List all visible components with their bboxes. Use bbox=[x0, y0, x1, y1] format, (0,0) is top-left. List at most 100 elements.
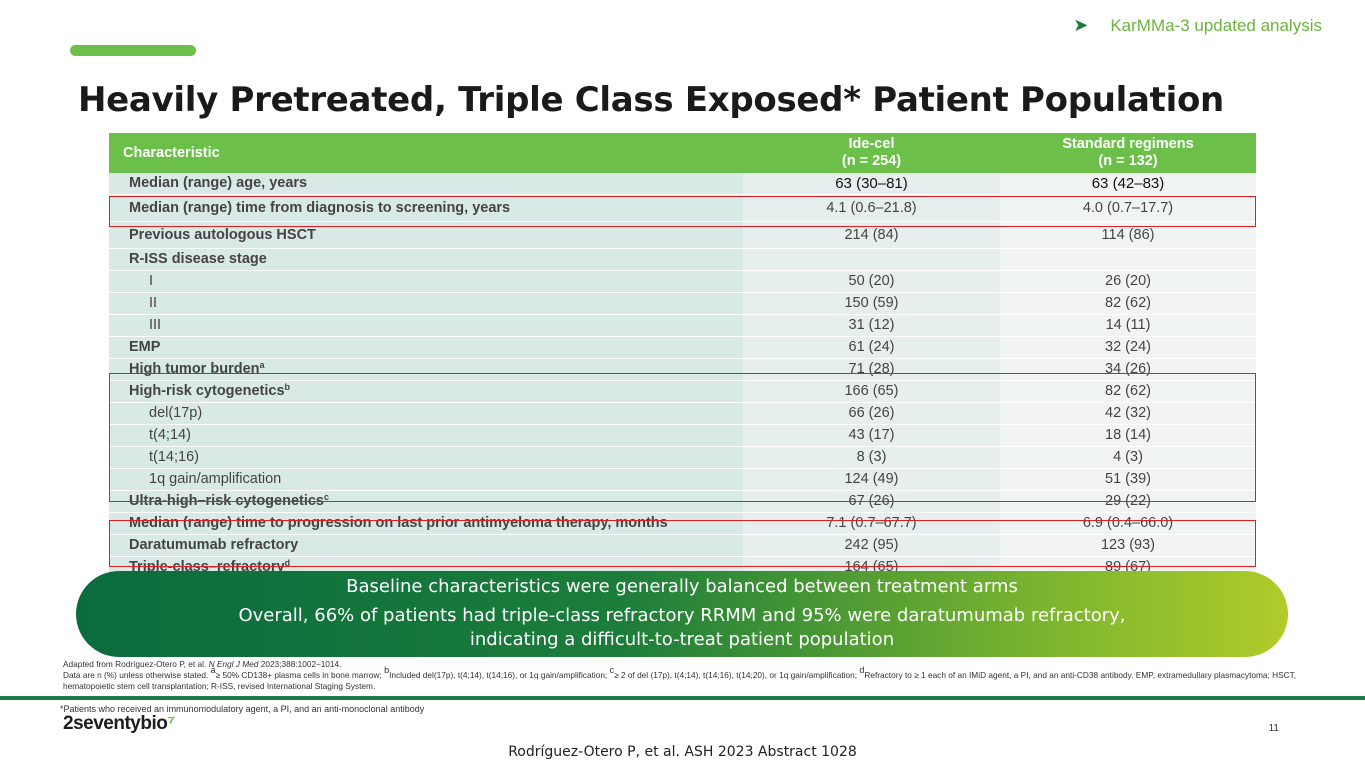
banner-line-2a: Overall, 66% of patients had triple-clas… bbox=[238, 605, 1126, 626]
table-row: R-ISS disease stage bbox=[109, 248, 1256, 271]
footnote-mark: a bbox=[210, 665, 216, 675]
table-row: 1q gain/amplification 124 (49) 51 (39) bbox=[109, 468, 1256, 491]
banner-line-2: Overall, 66% of patients had triple-clas… bbox=[76, 604, 1288, 652]
header-standard-n: (n = 132) bbox=[1098, 153, 1158, 169]
table-row: Median (range) time to progression on la… bbox=[109, 512, 1256, 535]
footnote-mark: c bbox=[324, 492, 330, 502]
idecel-value: 66 (26) bbox=[743, 402, 1000, 425]
standard-value: 63 (42–83) bbox=[1000, 173, 1256, 195]
row-label: 1q gain/amplification bbox=[109, 468, 743, 491]
standard-value: 32 (24) bbox=[1000, 336, 1256, 359]
idecel-value: 61 (24) bbox=[743, 336, 1000, 359]
footnote-mark: d bbox=[859, 665, 865, 675]
standard-value: 42 (32) bbox=[1000, 402, 1256, 425]
footnotes: Adapted from Rodríguez-Otero P, et al. N… bbox=[63, 659, 1303, 692]
row-label: Daratumumab refractory bbox=[109, 534, 743, 557]
row-label-text: High tumor burden bbox=[129, 361, 260, 377]
logo-text: 2seventybio bbox=[63, 713, 168, 734]
standard-value: 82 (62) bbox=[1000, 380, 1256, 403]
row-label: I bbox=[109, 270, 743, 293]
banner-line-2b: indicating a difficult-to-treat patient … bbox=[469, 629, 895, 650]
section-tag: ➤ KarMMa-3 updated analysis bbox=[1073, 15, 1322, 36]
idecel-value: 166 (65) bbox=[743, 380, 1000, 403]
standard-value: 26 (20) bbox=[1000, 270, 1256, 293]
definitions-intro: Data are n (%) unless otherwise stated. bbox=[63, 670, 211, 680]
table-row: Ultra-high–risk cytogeneticsc 67 (26) 29… bbox=[109, 490, 1256, 513]
journal-name: N Engl J Med bbox=[208, 659, 259, 669]
table-row: I 50 (20) 26 (20) bbox=[109, 270, 1256, 293]
table-row: Previous autologous HSCT 214 (84) 114 (8… bbox=[109, 221, 1256, 249]
footnote-mark: a bbox=[259, 360, 265, 370]
header-standard-name: Standard regimens bbox=[1062, 136, 1194, 152]
table-row: High-risk cytogeneticsb 166 (65) 82 (62) bbox=[109, 380, 1256, 403]
footnote-mark: b bbox=[284, 382, 291, 392]
row-label: t(14;16) bbox=[109, 446, 743, 469]
source-suffix: 2023;388:1002–1014. bbox=[258, 659, 342, 669]
table-row: Daratumumab refractory 242 (95) 123 (93) bbox=[109, 534, 1256, 557]
table-row: del(17p) 66 (26) 42 (32) bbox=[109, 402, 1256, 425]
section-tag-text: KarMMa-3 updated analysis bbox=[1110, 15, 1322, 35]
row-label: Ultra-high–risk cytogeneticsc bbox=[109, 490, 743, 513]
idecel-value bbox=[743, 248, 1000, 271]
idecel-value: 124 (49) bbox=[743, 468, 1000, 491]
table-row: High tumor burdena 71 (28) 34 (26) bbox=[109, 358, 1256, 381]
header-characteristic: Characteristic bbox=[109, 133, 743, 173]
idecel-value: 214 (84) bbox=[743, 221, 1000, 249]
idecel-value: 242 (95) bbox=[743, 534, 1000, 557]
standard-value: 4.0 (0.7–17.7) bbox=[1000, 194, 1256, 222]
header-standard: Standard regimens (n = 132) bbox=[1000, 133, 1256, 173]
citation: Rodríguez-Otero P, et al. ASH 2023 Abstr… bbox=[508, 744, 857, 760]
source-note: Adapted from Rodríguez-Otero P, et al. N… bbox=[63, 659, 1303, 670]
footnote-b-text: Included del(17p), t(4;14), t(14;16), or… bbox=[389, 670, 610, 680]
idecel-value: 7.1 (0.7–67.7) bbox=[743, 512, 1000, 535]
page-number: 11 bbox=[1268, 723, 1279, 734]
table-row: Median (range) time from diagnosis to sc… bbox=[109, 194, 1256, 222]
row-label: R-ISS disease stage bbox=[109, 248, 743, 271]
footer-divider bbox=[0, 696, 1365, 700]
footnote-a-text: ≥ 50% CD138+ plasma cells in bone marrow… bbox=[215, 670, 385, 680]
idecel-value: 50 (20) bbox=[743, 270, 1000, 293]
standard-value: 6.9 (0.4–66.0) bbox=[1000, 512, 1256, 535]
idecel-value: 150 (59) bbox=[743, 292, 1000, 315]
idecel-value: 43 (17) bbox=[743, 424, 1000, 447]
idecel-value: 63 (30–81) bbox=[743, 173, 1000, 195]
footnote-mark: b bbox=[384, 665, 390, 675]
row-label: del(17p) bbox=[109, 402, 743, 425]
logo-mark-icon: ⁷ bbox=[167, 713, 175, 734]
row-label: High-risk cytogeneticsb bbox=[109, 380, 743, 403]
header-idecel-name: Ide-cel bbox=[848, 136, 895, 152]
footnote-d-text: Refractory to ≥ 1 each of an IMiD agent,… bbox=[63, 670, 1297, 691]
banner-line-1: Baseline characteristics were generally … bbox=[346, 576, 1018, 597]
standard-value: 18 (14) bbox=[1000, 424, 1256, 447]
standard-value: 114 (86) bbox=[1000, 221, 1256, 249]
standard-value: 34 (26) bbox=[1000, 358, 1256, 381]
row-label: EMP bbox=[109, 336, 743, 359]
standard-value: 82 (62) bbox=[1000, 292, 1256, 315]
row-label: Median (range) time to progression on la… bbox=[109, 512, 743, 535]
standard-value: 51 (39) bbox=[1000, 468, 1256, 491]
footnote-mark: d bbox=[284, 558, 291, 568]
standard-value: 4 (3) bbox=[1000, 446, 1256, 469]
table-row: II 150 (59) 82 (62) bbox=[109, 292, 1256, 315]
standard-value: 123 (93) bbox=[1000, 534, 1256, 557]
idecel-value: 8 (3) bbox=[743, 446, 1000, 469]
company-logo: 2seventybio⁷ bbox=[63, 713, 175, 735]
footnote-c-text: ≥ 2 of del (17p), t(4;14), t(14;16), t(1… bbox=[614, 670, 860, 680]
baseline-characteristics-table: Characteristic Ide-cel (n = 254) Standar… bbox=[109, 133, 1256, 579]
row-label-text: Ultra-high–risk cytogenetics bbox=[129, 493, 324, 509]
idecel-value: 31 (12) bbox=[743, 314, 1000, 337]
row-label: t(4;14) bbox=[109, 424, 743, 447]
row-label-text: High-risk cytogenetics bbox=[129, 383, 285, 399]
row-label: Median (range) age, years bbox=[109, 173, 743, 195]
arrow-right-icon: ➤ bbox=[1073, 15, 1089, 35]
row-label: II bbox=[109, 292, 743, 315]
header-idecel: Ide-cel (n = 254) bbox=[743, 133, 1000, 173]
accent-bar bbox=[70, 45, 196, 56]
page-title: Heavily Pretreated, Triple Class Exposed… bbox=[78, 80, 1224, 120]
table-header-row: Characteristic Ide-cel (n = 254) Standar… bbox=[109, 133, 1256, 173]
asterisk-footnote: *Patients who received an immunomodulato… bbox=[60, 704, 425, 714]
idecel-value: 71 (28) bbox=[743, 358, 1000, 381]
standard-value: 14 (11) bbox=[1000, 314, 1256, 337]
definitions-note: Data are n (%) unless otherwise stated. … bbox=[63, 666, 1303, 692]
idecel-value: 4.1 (0.6–21.8) bbox=[743, 194, 1000, 222]
